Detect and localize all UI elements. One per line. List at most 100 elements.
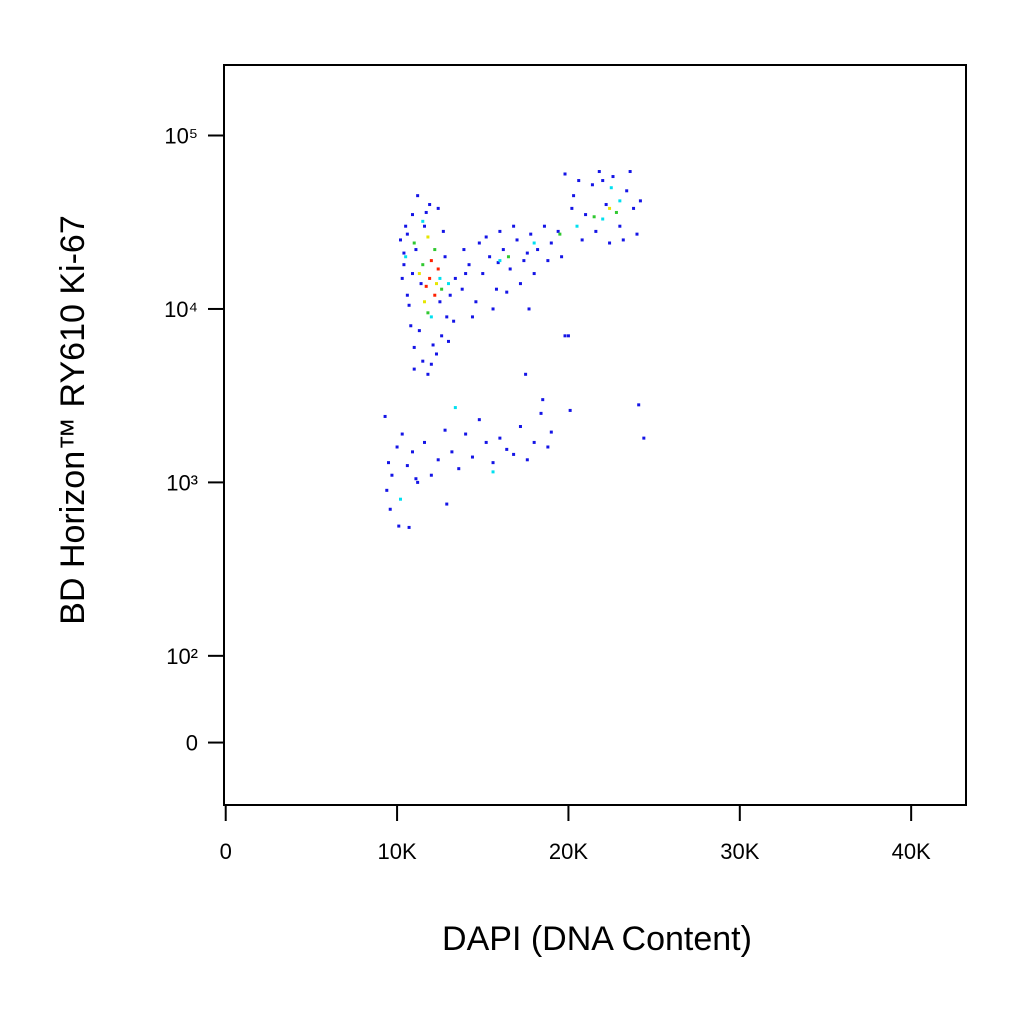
scatter-point: [635, 232, 639, 236]
scatter-point: [572, 194, 576, 198]
scatter-point: [470, 455, 474, 459]
scatter-point: [560, 255, 564, 259]
scatter-point: [407, 525, 411, 529]
scatter-point: [625, 189, 629, 193]
scatter-point: [421, 263, 425, 267]
scatter-point: [498, 436, 502, 440]
scatter-point: [584, 213, 588, 217]
scatter-point: [608, 206, 612, 210]
scatter-point: [558, 232, 562, 236]
scatter-point: [592, 215, 596, 219]
scatter-point: [400, 432, 404, 436]
scatter-point: [426, 311, 430, 315]
scatter-point: [618, 199, 622, 203]
scatter-point: [414, 477, 418, 481]
scatter-point: [436, 206, 440, 210]
scatter-point: [532, 241, 536, 245]
scatter-point: [428, 276, 432, 280]
scatter-point: [416, 194, 420, 198]
scatter-point: [421, 219, 425, 223]
scatter-point: [474, 300, 478, 304]
scatter-point: [388, 507, 392, 511]
scatter-point: [604, 203, 608, 207]
scatter-point: [594, 229, 598, 233]
plot-frame: [223, 64, 967, 806]
scatter-point: [446, 339, 450, 343]
scatter-point: [436, 458, 440, 462]
scatter-point: [506, 255, 510, 259]
scatter-point: [453, 406, 457, 410]
scatter-point: [436, 267, 440, 271]
scatter-point: [433, 248, 437, 252]
scatter-point: [434, 282, 438, 286]
scatter-point: [566, 334, 570, 338]
scatter-point: [525, 251, 529, 255]
scatter-point: [462, 248, 466, 252]
scatter-point: [445, 315, 449, 319]
scatter-point: [426, 235, 430, 239]
scatter-point: [426, 372, 430, 376]
scatter-point: [536, 248, 540, 252]
scatter-point: [404, 224, 408, 228]
scatter-point: [477, 418, 481, 422]
scatter-point: [410, 450, 414, 454]
scatter-point: [433, 293, 437, 297]
scatter-point: [448, 293, 452, 297]
scatter-point: [546, 259, 550, 263]
scatter-point: [638, 199, 642, 203]
x-tick-label: 40K: [892, 839, 931, 864]
scatter-point: [542, 224, 546, 228]
scatter-point: [443, 428, 447, 432]
x-tick-label: 20K: [549, 839, 588, 864]
scatter-point: [407, 303, 411, 307]
y-tick-label: 10³: [166, 470, 198, 495]
scatter-point: [429, 473, 433, 477]
scatter-point: [421, 359, 425, 363]
scatter-point: [484, 440, 488, 444]
scatter-point: [496, 261, 500, 265]
scatter-point: [467, 263, 471, 267]
y-tick-label: 10⁴: [164, 297, 198, 322]
scatter-point: [422, 440, 426, 444]
scatter-point: [429, 315, 433, 319]
y-axis-title: BD Horizon™ RY610 Ki-67: [54, 215, 92, 624]
scatter-point: [642, 436, 646, 440]
scatter-point: [410, 213, 414, 217]
scatter-point: [457, 467, 461, 471]
scatter-point: [577, 179, 581, 183]
scatter-point: [568, 408, 572, 412]
scatter-point: [601, 217, 605, 221]
scatter-point: [424, 284, 428, 288]
scatter-point: [637, 403, 641, 407]
scatter-point: [390, 473, 394, 477]
y-tick-label: 10²: [166, 644, 198, 669]
scatter-point: [419, 282, 423, 286]
scatter-point: [405, 232, 409, 236]
scatter-point: [611, 175, 615, 179]
scatter-point: [608, 241, 612, 245]
scatter-point: [477, 241, 481, 245]
scatter-point: [508, 267, 512, 271]
scatter-point: [440, 287, 444, 291]
scatter-point: [549, 430, 553, 434]
scatter-point: [383, 414, 387, 418]
scatter-point: [527, 307, 531, 311]
scatter-point: [563, 172, 567, 176]
scatter-point: [580, 238, 584, 242]
scatter-point: [422, 224, 426, 228]
scatter-point: [518, 282, 522, 286]
x-tick-label: 30K: [720, 839, 759, 864]
scatter-point: [498, 259, 502, 263]
scatter-point: [422, 300, 426, 304]
scatter-point: [501, 248, 505, 252]
scatter-point: [402, 251, 406, 255]
scatter-point: [428, 203, 432, 207]
scatter-point: [452, 319, 456, 323]
scatter-point: [412, 241, 416, 245]
scatter-point: [628, 170, 632, 174]
scatter-point: [575, 224, 579, 228]
scatter-point: [409, 324, 413, 328]
scatter-point: [402, 263, 406, 267]
